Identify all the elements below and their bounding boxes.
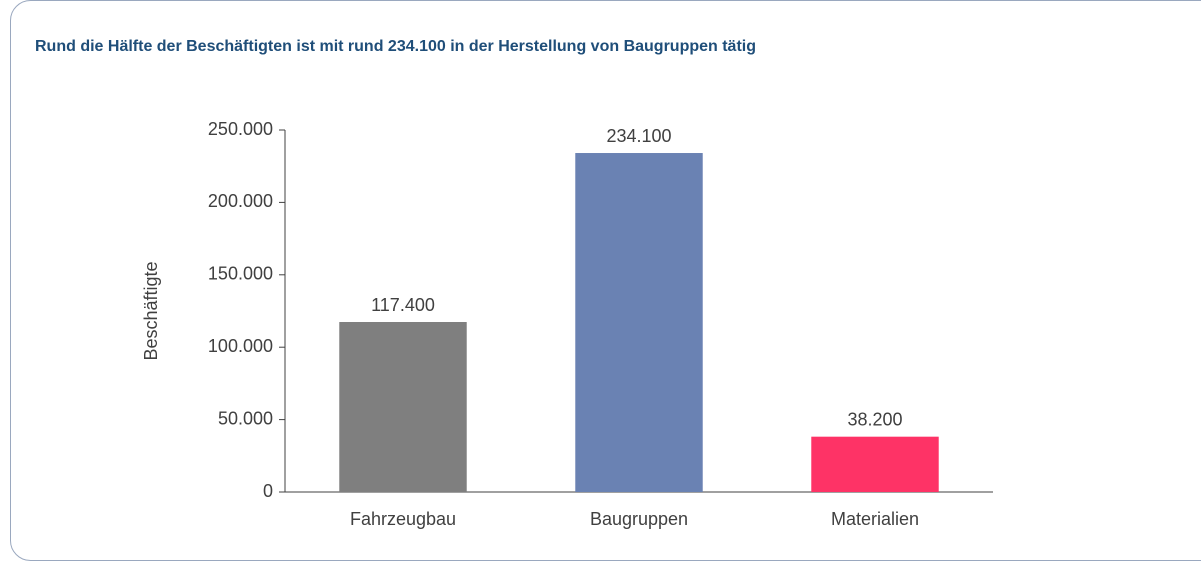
card-border <box>9 0 1201 561</box>
bar <box>575 153 703 492</box>
y-tick-label: 250.000 <box>208 119 273 139</box>
y-axis-label: Beschäftigte <box>141 261 161 360</box>
x-tick-label: Baugruppen <box>590 509 688 529</box>
x-tick-label: Fahrzeugbau <box>350 509 456 529</box>
y-tick-label: 150.000 <box>208 264 273 284</box>
bar <box>339 322 467 492</box>
y-tick-label: 100.000 <box>208 336 273 356</box>
x-tick-label: Materialien <box>831 509 919 529</box>
data-label: 234.100 <box>606 126 671 146</box>
y-tick-label: 0 <box>263 481 273 501</box>
bar <box>811 436 939 492</box>
y-tick-label: 200.000 <box>208 191 273 211</box>
data-label: 38.200 <box>847 409 902 429</box>
data-label: 117.400 <box>371 295 435 315</box>
y-tick-label: 50.000 <box>218 408 273 428</box>
chart-title: Rund die Hälfte der Beschäftigten ist mi… <box>35 38 756 55</box>
